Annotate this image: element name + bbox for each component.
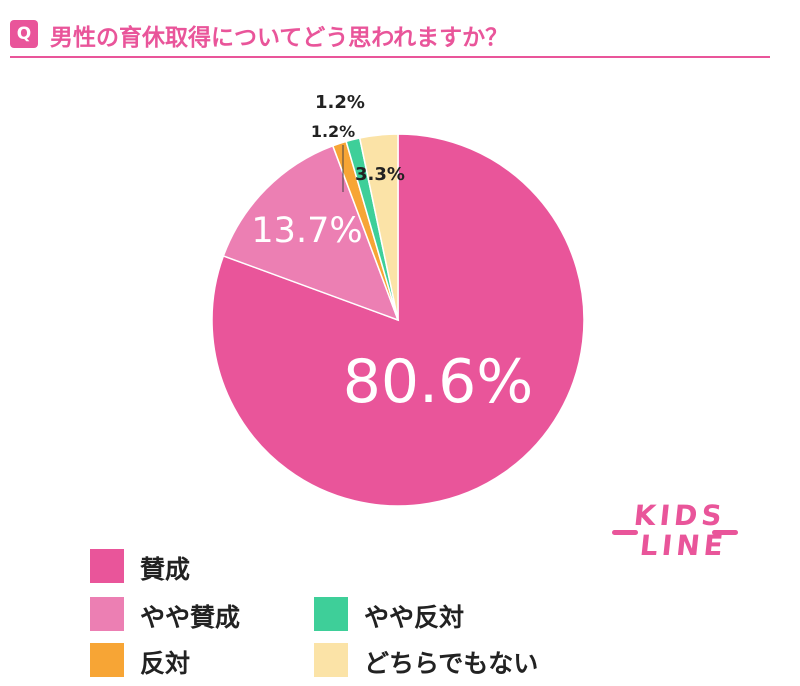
question-header: Q 男性の育休取得についてどう思われますか？	[10, 8, 770, 58]
legend-label: 賛成	[140, 555, 191, 584]
legend-swatch	[90, 643, 124, 677]
logo-line-1: KIDS	[632, 499, 728, 532]
legend-label: どちらでもない	[364, 649, 539, 678]
pie-data-label-dochira-demo-nai: 3.3%	[355, 164, 405, 185]
pie-data-label-yaya-sansei: 13.7%	[251, 211, 362, 251]
pie-data-label-yaya-hantai: 1.2%	[315, 92, 365, 113]
legend-swatch	[90, 597, 124, 631]
legend-swatch	[314, 643, 348, 677]
pie-slice-dochira-demo-nai	[358, 133, 399, 321]
logo-line-2: LINE	[638, 529, 729, 562]
legend-swatch	[314, 597, 348, 631]
legend-swatch	[90, 549, 124, 583]
legend-label: 反対	[140, 649, 191, 678]
legend-label: やや賛成	[140, 603, 241, 632]
question-title: 男性の育休取得についてどう思われますか？	[50, 25, 509, 51]
pie-slice-sansei	[211, 133, 585, 507]
legend-label: やや反対	[364, 603, 465, 632]
kidsline-logo: KIDS LINE	[612, 499, 740, 570]
pie-data-label-hantai: 1.2%	[311, 122, 355, 141]
question-badge: Q	[10, 20, 38, 48]
pie-slice-yaya-sansei	[222, 144, 400, 322]
pie-data-label-sansei: 80.6%	[343, 347, 534, 417]
